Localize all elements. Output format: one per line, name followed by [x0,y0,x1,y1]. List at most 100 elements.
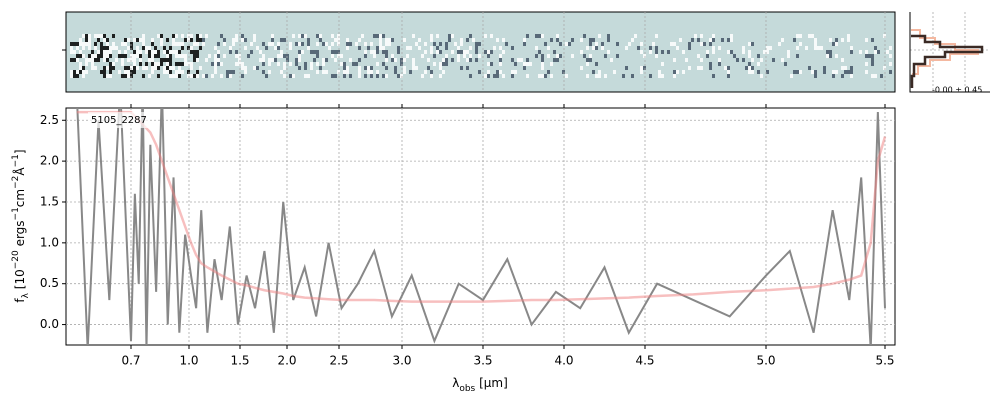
pixel [412,66,415,70]
pixel [667,50,670,54]
pixel [193,42,196,46]
pixel [748,42,751,46]
pixel [283,66,286,70]
pixel [226,74,229,78]
pixel [487,70,490,74]
pixel [364,74,367,78]
pixel [331,42,334,46]
label-part: λ [21,292,31,298]
pixel [103,38,106,42]
pixel [370,42,373,46]
pixel [841,58,844,62]
pixel [850,66,853,70]
pixel [88,58,91,62]
pixel [223,38,226,42]
pixel [127,58,130,62]
pixel [343,74,346,78]
pixel [178,74,181,78]
pixel [112,62,115,66]
pixel [268,62,271,66]
pixel [538,34,541,38]
pixel [547,46,550,50]
y-tick-label: 0.5 [40,276,59,290]
pixel [640,42,643,46]
pixel [640,66,643,70]
pixel [385,58,388,62]
pixel [187,38,190,42]
pixel [403,66,406,70]
pixel [496,38,499,42]
pixel [391,54,394,58]
pixel [394,70,397,74]
pixel [301,42,304,46]
pixel [106,66,109,70]
pixel [187,34,190,38]
pixel [190,38,193,42]
pixel [358,58,361,62]
pixel [847,70,850,74]
pixel [76,70,79,74]
pixel [580,50,583,54]
pixel [70,58,73,62]
pixel [625,46,628,50]
pixel [124,38,127,42]
pixel [571,38,574,42]
pixel [811,70,814,74]
pixel [70,74,73,78]
pixel [214,58,217,62]
pixel [385,74,388,78]
pixel [622,74,625,78]
pixel [400,58,403,62]
pixel [832,70,835,74]
pixel [391,38,394,42]
pixel [850,46,853,50]
pixel [220,34,223,38]
pixel [79,62,82,66]
pixel [136,38,139,42]
label-part: −20 [11,250,21,269]
pixel [583,34,586,38]
pixel [214,54,217,58]
pixel [91,62,94,66]
pixel [469,46,472,50]
pixel [712,46,715,50]
pixel [712,74,715,78]
pixel [367,70,370,74]
pixel [439,42,442,46]
pixel [709,42,712,46]
pixel [259,50,262,54]
pixel [181,42,184,46]
pixel [727,38,730,42]
pixel [526,74,529,78]
pixel [496,74,499,78]
pixel [148,74,151,78]
label-part: cm [13,189,27,207]
pixel [97,58,100,62]
pixel [808,34,811,38]
pixel [151,38,154,42]
pixel [391,58,394,62]
pixel [655,46,658,50]
pixel [388,38,391,42]
pixel [592,46,595,50]
pixel [556,58,559,62]
spectrum-line [76,110,887,303]
pixel [499,54,502,58]
pixel [262,42,265,46]
pixel [94,34,97,38]
y-tick-label: 0.0 [40,317,59,331]
pixel [631,74,634,78]
pixel [307,46,310,50]
pixel [523,38,526,42]
pixel [277,62,280,66]
x-tick-label: 0.7 [121,354,140,368]
pixel [772,58,775,62]
pixel [655,54,658,58]
x-tick-label: 4.5 [635,354,654,368]
pixel [541,62,544,66]
pixel [277,42,280,46]
pixel [880,74,883,78]
pixel [595,46,598,50]
pixel [70,46,73,50]
pixel [487,62,490,66]
